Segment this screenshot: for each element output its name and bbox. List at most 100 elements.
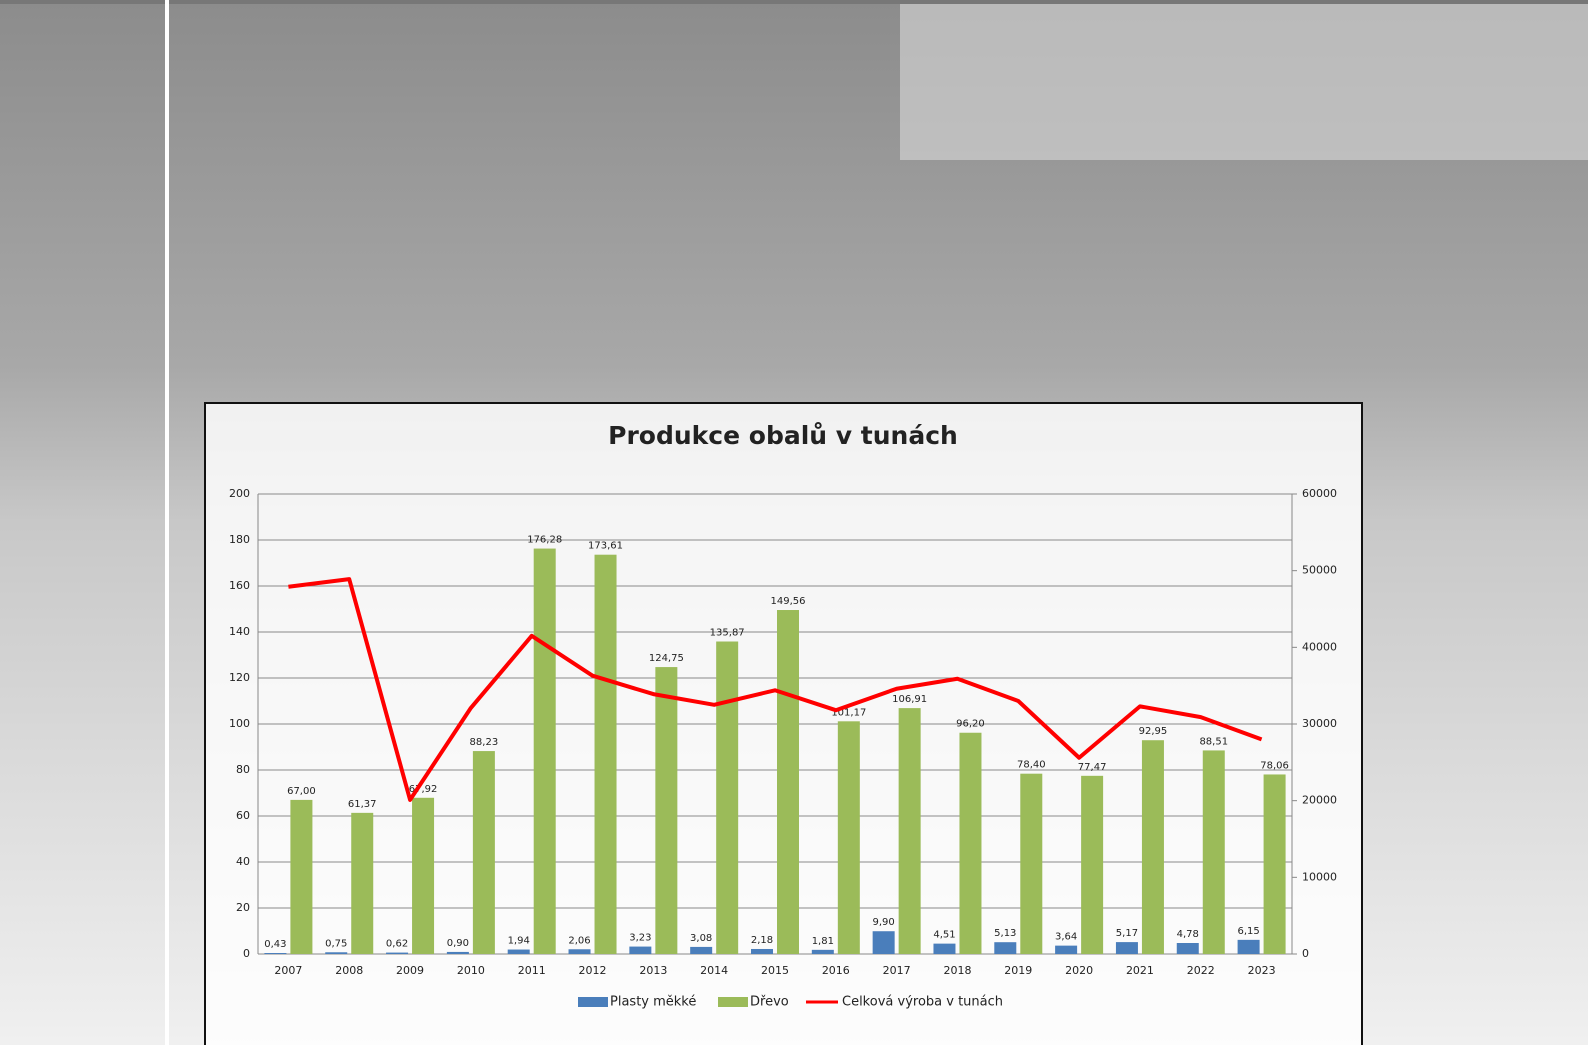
bar	[533, 548, 556, 954]
bar	[1055, 945, 1078, 954]
x-tick-label: 2011	[518, 964, 546, 977]
bar	[568, 949, 591, 954]
value-label: 3,64	[1055, 932, 1077, 943]
bar	[655, 667, 678, 954]
y2-tick-label: 0	[1302, 947, 1309, 960]
bar	[777, 610, 799, 954]
value-label: 67,92	[409, 784, 438, 795]
legend-swatch	[578, 997, 608, 1007]
value-label: 78,40	[1017, 760, 1046, 771]
bar	[959, 732, 982, 954]
x-tick-label: 2009	[396, 964, 424, 977]
y-tick-label: 80	[236, 763, 250, 776]
legend-label: Dřevo	[750, 995, 789, 1010]
x-tick-label: 2017	[883, 964, 911, 977]
y2-tick-label: 20000	[1302, 794, 1337, 807]
value-label: 0,62	[386, 939, 408, 950]
value-label: 5,13	[994, 928, 1016, 939]
value-label: 3,08	[690, 933, 712, 944]
value-label: 6,15	[1237, 926, 1259, 937]
x-tick-label: 2013	[639, 964, 667, 977]
bar	[629, 946, 652, 954]
bar	[325, 952, 348, 954]
legend-swatch	[718, 997, 748, 1007]
y2-tick-label: 50000	[1302, 564, 1337, 577]
legend-label: Plasty měkké	[610, 995, 696, 1010]
y2-tick-label: 30000	[1302, 717, 1337, 730]
value-label: 0,75	[325, 938, 347, 949]
value-label: 124,75	[649, 653, 684, 664]
bar	[351, 812, 374, 954]
bar	[872, 931, 895, 954]
bar	[507, 949, 530, 954]
value-label: 67,00	[287, 786, 316, 797]
bar	[290, 799, 313, 954]
top-bar	[0, 0, 1588, 4]
value-label: 106,91	[892, 694, 927, 705]
bar	[1237, 939, 1260, 954]
value-label: 3,23	[629, 933, 651, 944]
bar	[1081, 775, 1104, 954]
y2-tick-label: 10000	[1302, 870, 1337, 883]
bar	[1202, 750, 1225, 954]
y2-tick-label: 40000	[1302, 640, 1337, 653]
bar	[1141, 740, 1164, 954]
value-label: 61,37	[348, 799, 377, 810]
x-tick-label: 2014	[700, 964, 728, 977]
bar	[751, 948, 773, 954]
bar	[386, 952, 409, 954]
x-tick-label: 2018	[943, 964, 971, 977]
value-label: 149,56	[771, 596, 806, 607]
bar	[837, 721, 860, 954]
value-label: 0,43	[264, 939, 286, 950]
value-label: 88,51	[1199, 736, 1228, 747]
value-label: 0,90	[447, 938, 469, 949]
y-tick-label: 100	[229, 717, 250, 730]
bar	[594, 554, 617, 954]
x-tick-label: 2015	[761, 964, 789, 977]
divider	[165, 0, 169, 1045]
y2-tick-label: 60000	[1302, 487, 1337, 500]
value-label: 4,51	[933, 930, 955, 941]
bar	[898, 708, 921, 954]
bar	[446, 951, 469, 954]
y-tick-label: 60	[236, 809, 250, 822]
bar	[1020, 773, 1043, 954]
x-tick-label: 2023	[1248, 964, 1276, 977]
bar	[1263, 774, 1286, 954]
x-tick-label: 2020	[1065, 964, 1093, 977]
value-label: 4,78	[1177, 929, 1199, 940]
y-tick-label: 40	[236, 855, 250, 868]
bar	[1115, 942, 1138, 954]
bar	[412, 797, 435, 954]
chart-title: Produkce obalů v tunách	[608, 421, 958, 450]
legend-label: Celková výroba v tunách	[842, 995, 1003, 1010]
value-label: 135,87	[710, 627, 745, 638]
value-label: 77,47	[1078, 762, 1107, 773]
value-label: 88,23	[470, 737, 499, 748]
bar	[472, 751, 495, 954]
bar	[811, 949, 834, 954]
sky	[900, 0, 1588, 160]
value-label: 92,95	[1139, 726, 1168, 737]
y-tick-label: 200	[229, 487, 250, 500]
x-tick-label: 2010	[457, 964, 485, 977]
x-tick-label: 2012	[579, 964, 607, 977]
bar	[933, 943, 956, 954]
y-tick-label: 140	[229, 625, 250, 638]
y-tick-label: 120	[229, 671, 250, 684]
value-label: 5,17	[1116, 928, 1138, 939]
value-label: 96,20	[956, 719, 985, 730]
x-tick-label: 2021	[1126, 964, 1154, 977]
value-label: 2,18	[751, 935, 773, 946]
value-label: 2,06	[568, 935, 590, 946]
value-label: 78,06	[1260, 760, 1289, 771]
value-label: 173,61	[588, 541, 623, 552]
y-tick-label: 0	[243, 947, 250, 960]
bar	[690, 946, 713, 954]
bar	[994, 942, 1017, 954]
x-tick-label: 2007	[274, 964, 302, 977]
value-label: 176,28	[527, 535, 562, 546]
